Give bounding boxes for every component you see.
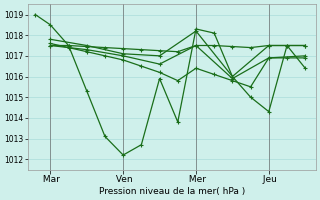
X-axis label: Pression niveau de la mer( hPa ): Pression niveau de la mer( hPa ) [99,187,245,196]
